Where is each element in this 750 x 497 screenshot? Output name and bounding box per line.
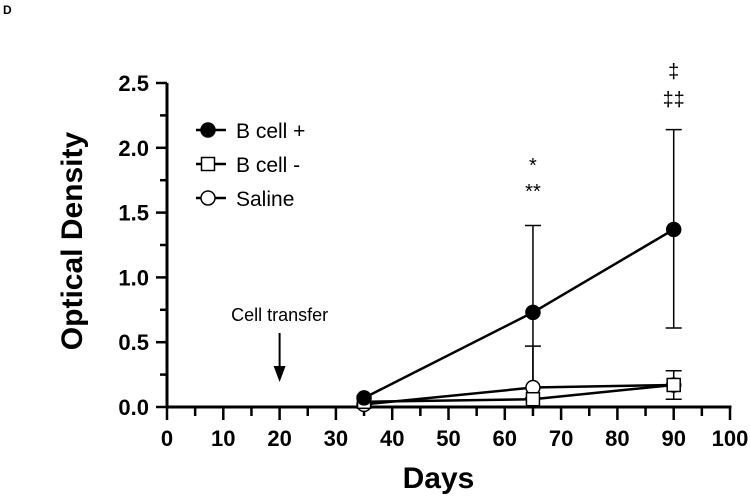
x-tick-label: 10 [211,426,235,451]
y-tick-label: 1.5 [118,201,149,226]
legend-label: B cell - [236,154,300,177]
legend-marker [200,190,216,206]
significance-mark: ‡ [668,61,679,83]
panel-label: D [3,3,12,17]
legend-marker [200,156,216,172]
y-axis-label: Optical Density [56,131,89,350]
cell-transfer-label: Cell transfer [231,305,328,325]
x-axis-label: Days [403,462,475,495]
series-lines [363,228,675,406]
x-tick-label: 60 [493,426,517,451]
series-markers [356,221,682,413]
legend-label: B cell + [236,120,305,143]
data-point-open-square [666,377,681,393]
x-tick-label: 20 [267,426,291,451]
series-line-0 [363,228,675,400]
y-tick-label: 0.5 [118,330,149,355]
x-tick-label: 50 [436,426,460,451]
x-tick-label: 90 [661,426,685,451]
y-tick-label: 0.0 [118,395,149,420]
annotations: Cell transfer***‡‡‡ [231,61,685,382]
y-tick-label: 1.0 [118,265,149,290]
arrow-head [273,366,286,382]
data-point-open-square [525,391,541,407]
data-point-filled-circle [665,221,682,238]
legend: B cell + B cell - Saline [196,120,305,211]
x-tick-label: 100 [712,426,749,451]
x-tick-label: 30 [324,426,348,451]
significance-mark: ** [525,181,541,203]
x-tick-label: 80 [605,426,629,451]
data-point-filled-circle [525,304,541,321]
x-tick-group: 0 10 20 30 40 50 60 70 80 90 100 [161,407,748,451]
legend-marker [200,122,216,138]
legend-label: Saline [236,188,294,211]
error-bars [524,128,682,400]
x-tick-label: 70 [549,426,573,451]
significance-mark: ‡‡ [663,89,685,111]
y-tick-label: 2.0 [118,136,149,161]
data-point-filled-circle [356,390,372,406]
significance-mark: * [529,155,537,177]
y-tick-group: 0.0 0.5 1.0 1.5 2.0 2.5 [118,71,167,420]
x-tick-label: 0 [161,426,173,451]
y-tick-label: 2.5 [118,71,149,96]
x-tick-label: 40 [380,426,404,451]
